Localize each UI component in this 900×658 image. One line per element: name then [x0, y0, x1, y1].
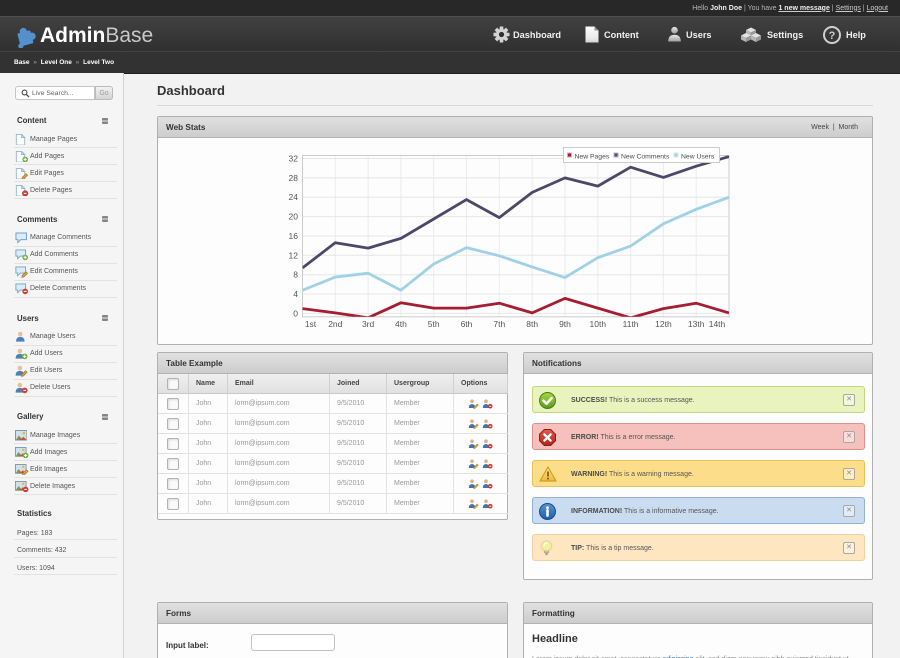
- svg-text:3rd: 3rd: [362, 319, 375, 329]
- svg-text:12: 12: [289, 250, 299, 260]
- svg-text:11th: 11th: [623, 319, 639, 329]
- svg-text:6th: 6th: [461, 319, 473, 329]
- svg-text:2nd: 2nd: [328, 319, 342, 329]
- svg-text:14th: 14th: [709, 319, 726, 329]
- svg-text:5th: 5th: [428, 319, 440, 329]
- svg-text:9th: 9th: [559, 319, 571, 329]
- svg-text:8: 8: [293, 270, 298, 280]
- svg-text:?: ?: [829, 30, 836, 42]
- svg-text:New Users: New Users: [681, 153, 715, 160]
- svg-text:28: 28: [289, 173, 299, 183]
- svg-text:New Comments: New Comments: [621, 153, 670, 160]
- svg-text:1st: 1st: [305, 319, 317, 329]
- svg-text:24: 24: [289, 192, 299, 202]
- svg-text:13th: 13th: [688, 319, 705, 329]
- svg-text:4: 4: [293, 289, 298, 299]
- svg-text:7th: 7th: [493, 319, 505, 329]
- svg-text:20: 20: [289, 212, 299, 222]
- svg-text:16: 16: [289, 231, 299, 241]
- svg-text:10th: 10th: [590, 319, 607, 329]
- svg-text:8th: 8th: [526, 319, 538, 329]
- svg-text:4th: 4th: [395, 319, 407, 329]
- svg-text:New Pages: New Pages: [575, 153, 610, 160]
- svg-text:0: 0: [293, 308, 298, 318]
- svg-text:12th: 12th: [655, 319, 672, 329]
- svg-text:32: 32: [289, 154, 299, 164]
